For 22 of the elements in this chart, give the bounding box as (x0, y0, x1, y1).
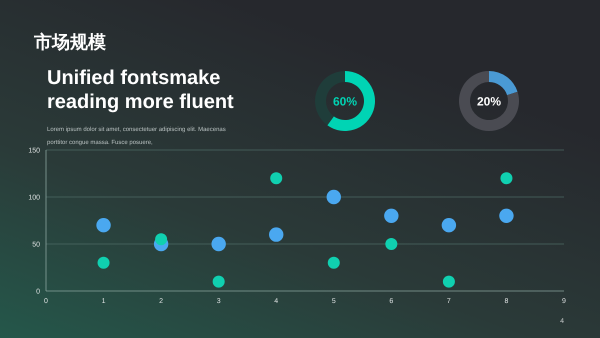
point (500, 172, 512, 184)
point (442, 218, 456, 232)
point (328, 256, 340, 269)
chart-subtitle: Unified fontsmake reading more fluent (47, 66, 235, 114)
point (96, 218, 111, 232)
point (499, 208, 514, 223)
point (212, 276, 225, 288)
chart-title: 市场规模 (34, 31, 106, 54)
point (326, 190, 341, 204)
text: 20% (476, 94, 502, 108)
text: 60% (332, 94, 358, 108)
point (155, 233, 168, 246)
point (98, 256, 110, 269)
point (269, 227, 284, 242)
point (211, 236, 226, 252)
point (442, 276, 455, 288)
point (385, 238, 398, 250)
donut-slice (489, 71, 518, 96)
point (384, 208, 399, 223)
donut-slice (327, 71, 375, 131)
point (270, 172, 282, 184)
donut-slice (459, 71, 519, 131)
